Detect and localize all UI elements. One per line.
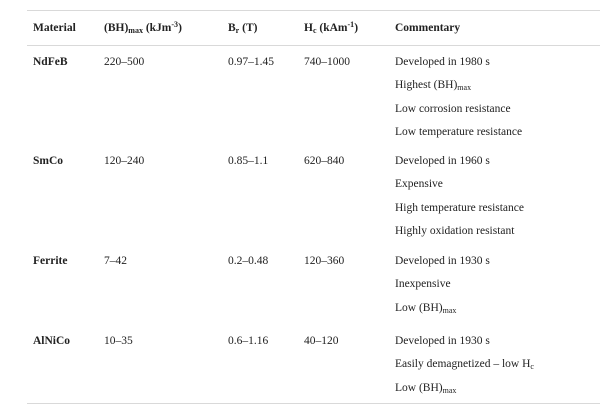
row-commentary-line: Low temperature resistance [395,125,523,138]
row-br: 0.6–1.16 [228,335,269,347]
table-top-rule [27,10,600,11]
header-bh-max: (BH)max (kJm-3) [104,20,182,35]
row-commentary-line: Expensive [395,178,443,191]
row-material: SmCo [33,155,64,167]
row-bh-max: 120–240 [104,155,145,167]
row-br: 0.97–1.45 [228,56,274,68]
row-material: NdFeB [33,56,68,68]
row-hc: 620–840 [304,155,345,167]
row-bh-max: 220–500 [104,56,145,68]
row-material: Ferrite [33,255,68,267]
row-commentary-line: Developed in 1930 s [395,255,490,267]
table-header-rule [27,45,600,46]
row-commentary-line: Inexpensive [395,278,451,291]
row-commentary-line: High temperature resistance [395,201,524,214]
row-hc: 740–1000 [304,56,350,68]
table-bottom-rule [27,403,600,404]
row-material: AlNiCo [33,335,71,347]
row-commentary-line: Developed in 1980 s [395,56,490,68]
row-bh-max: 10–35 [104,335,133,347]
header-hc: Hc (kAm-1) [304,20,359,35]
row-commentary-line: Developed in 1930 s [395,335,490,347]
row-commentary-line: Highest (BH)max [395,79,472,93]
row-hc: 120–360 [304,255,345,267]
row-commentary-line: Highly oxidation resistant [395,224,515,237]
header-material: Material [33,22,76,34]
row-commentary-line: Low (BH)max [395,301,457,315]
row-br: 0.2–0.48 [228,255,269,267]
row-commentary-line: Low corrosion resistance [395,102,511,115]
row-hc: 40–120 [304,335,339,347]
row-br: 0.85–1.1 [228,155,269,167]
row-bh-max: 7–42 [104,255,127,267]
row-commentary-line: Developed in 1960 s [395,155,490,167]
header-commentary: Commentary [395,22,461,34]
row-commentary-line: Low (BH)max [395,381,457,395]
header-br: Br (T) [228,22,258,35]
row-commentary-line: Easily demagnetized – low Hc [395,358,534,372]
